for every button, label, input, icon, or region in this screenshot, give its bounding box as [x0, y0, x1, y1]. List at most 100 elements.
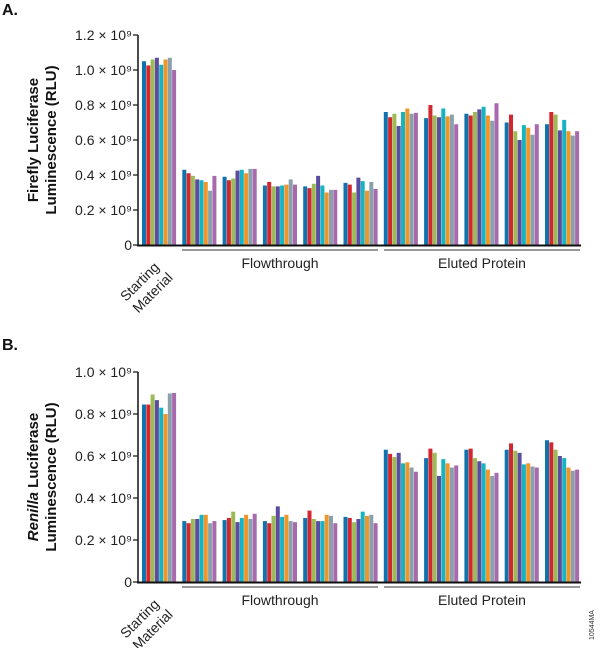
bar: [163, 414, 168, 582]
bar: [464, 113, 469, 245]
bar: [146, 404, 151, 582]
bar: [509, 114, 513, 245]
y-axis-label-b-italic: Renilla: [25, 492, 42, 541]
bar: [570, 470, 575, 582]
y-tick-label: 0: [124, 574, 132, 590]
bar: [226, 517, 231, 582]
bar: [449, 467, 454, 582]
bar: [424, 458, 429, 582]
bar: [392, 457, 397, 582]
bar: [150, 59, 155, 245]
bar: [526, 463, 531, 582]
bar: [396, 452, 401, 582]
bar: [316, 521, 321, 582]
bar: [521, 125, 526, 245]
bar: [333, 189, 338, 245]
bar: [293, 522, 297, 582]
bar: [303, 517, 308, 582]
y-tick-label: 0.8 × 10⁹: [75, 406, 132, 422]
bar: [203, 514, 208, 582]
bar: [383, 449, 388, 582]
bar: [369, 514, 374, 582]
y-tick-label: 0.6 × 10⁹: [75, 132, 132, 148]
bar: [329, 515, 333, 582]
y-axis-label-b-rest: Luciferase: [25, 413, 42, 492]
bar: [396, 126, 401, 245]
bar: [239, 517, 244, 582]
bar-group-a-10: [504, 114, 539, 245]
bar: [199, 514, 204, 582]
bar: [485, 115, 490, 245]
bar: [275, 506, 280, 582]
bar-group-b-5: [303, 510, 338, 582]
y-tick-label: 0.4 × 10⁹: [75, 167, 132, 183]
panel-label-a: A.: [2, 2, 18, 19]
bar: [365, 190, 369, 245]
bar: [369, 182, 374, 245]
bar: [468, 448, 473, 582]
bar: [267, 182, 272, 245]
bar: [222, 520, 227, 582]
bar: [284, 514, 289, 582]
y-axis-label-b-line1: Renilla Luciferase: [25, 413, 42, 541]
bar: [347, 184, 352, 245]
bar: [284, 184, 289, 245]
bar-group-b-4: [262, 506, 297, 582]
bar: [203, 182, 208, 245]
y-tick-label: 0.2 × 10⁹: [75, 532, 132, 548]
bar: [432, 115, 437, 245]
bar-group-b-7: [383, 449, 418, 582]
bar: [566, 131, 571, 245]
bar: [352, 192, 357, 245]
bar: [485, 469, 490, 582]
y-ticks-a: 0 0.2 × 10⁹ 0.4 × 10⁹ 0.6 × 10⁹ 0.8 × 10⁹ 1.0…: [75, 27, 138, 253]
bar: [275, 186, 280, 245]
bar: [545, 124, 549, 245]
bar: [445, 463, 450, 582]
bar: [534, 124, 539, 245]
bar: [262, 521, 267, 582]
bar: [307, 510, 312, 582]
bar: [226, 180, 231, 245]
bar: [575, 469, 580, 582]
y-tick-label: 1.0 × 10⁹: [75, 364, 132, 380]
bar: [231, 178, 236, 245]
bar: [212, 175, 217, 245]
y-tick-label: 0.6 × 10⁹: [75, 448, 132, 464]
bar: [526, 127, 531, 245]
y-axis-label-b-line2: Luminescence (RLU): [43, 402, 60, 551]
bar: [343, 182, 348, 245]
bar: [239, 169, 244, 245]
bar: [553, 114, 558, 245]
chart-b: B. Renilla Luciferase Luminescence (RLU)…: [2, 337, 581, 648]
bar: [280, 185, 285, 245]
bar: [562, 119, 567, 245]
bar: [333, 523, 338, 582]
bar: [513, 450, 518, 582]
bar-group-b-8: [424, 448, 459, 582]
bar-group-a-11: [545, 112, 580, 245]
bar: [392, 113, 397, 245]
bar: [437, 117, 441, 245]
bar-group-b-11: [545, 440, 580, 582]
bar-group-b-1: [142, 393, 177, 582]
y-tick-label: 0.4 × 10⁹: [75, 490, 132, 506]
panel-label-b: B.: [2, 337, 18, 354]
bar: [311, 183, 316, 245]
bar: [172, 393, 177, 582]
bar: [182, 169, 187, 245]
bar: [575, 131, 580, 245]
bar: [150, 394, 155, 582]
bar: [509, 443, 513, 582]
bar-group-b-2: [182, 514, 217, 582]
bar: [320, 185, 325, 245]
y-axis-label-a-line2: Luminescence (RLU): [43, 65, 60, 214]
bar: [267, 523, 272, 582]
bar: [428, 448, 433, 582]
bar: [477, 109, 482, 245]
bar: [293, 184, 297, 245]
bar: [409, 467, 414, 582]
bar: [231, 511, 236, 582]
bar: [534, 467, 539, 582]
bar: [186, 523, 191, 582]
